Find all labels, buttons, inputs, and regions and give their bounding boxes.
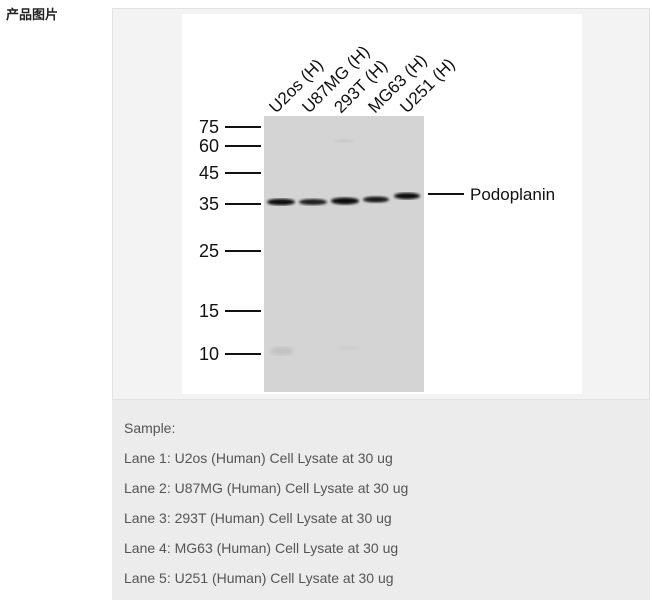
marker-label-10: 10	[199, 344, 219, 364]
caption-heading: Sample:	[124, 420, 176, 436]
caption-line-5: Lane 5: U251 (Human) Cell Lysate at 30 u…	[124, 570, 394, 586]
western-blot-svg: U2os (H) U87MG (H) 293T (H) MG63 (H) U25…	[199, 42, 555, 392]
marker-label-35: 35	[199, 194, 219, 214]
band-lane3	[331, 197, 359, 205]
marker-label-25: 25	[199, 241, 219, 261]
caption-line-1: Lane 1: U2os (Human) Cell Lysate at 30 u…	[124, 450, 393, 466]
band-label: Podoplanin	[470, 185, 555, 204]
faint-band-lane3	[339, 346, 359, 350]
band-lane2	[299, 199, 327, 205]
sample-caption: Sample: Lane 1: U2os (Human) Cell Lysate…	[112, 400, 650, 600]
caption-line-2: Lane 2: U87MG (Human) Cell Lysate at 30 …	[124, 480, 409, 496]
faint-band-lane1	[270, 347, 294, 355]
blot-membrane	[264, 116, 424, 392]
marker-label-45: 45	[199, 163, 219, 183]
section-title: 产品图片	[6, 8, 59, 23]
caption-line-4: Lane 4: MG63 (Human) Cell Lysate at 30 u…	[124, 540, 399, 556]
band-lane4	[363, 196, 389, 203]
caption-line-3: Lane 3: 293T (Human) Cell Lysate at 30 u…	[124, 510, 392, 526]
western-blot-figure[interactable]: U2os (H) U87MG (H) 293T (H) MG63 (H) U25…	[182, 14, 582, 394]
marker-label-75: 75	[199, 117, 219, 137]
faint-band-lane3-top	[334, 139, 354, 143]
marker-label-60: 60	[199, 136, 219, 156]
marker-label-15: 15	[199, 301, 219, 321]
band-lane1	[267, 198, 295, 206]
band-lane5	[394, 192, 420, 200]
